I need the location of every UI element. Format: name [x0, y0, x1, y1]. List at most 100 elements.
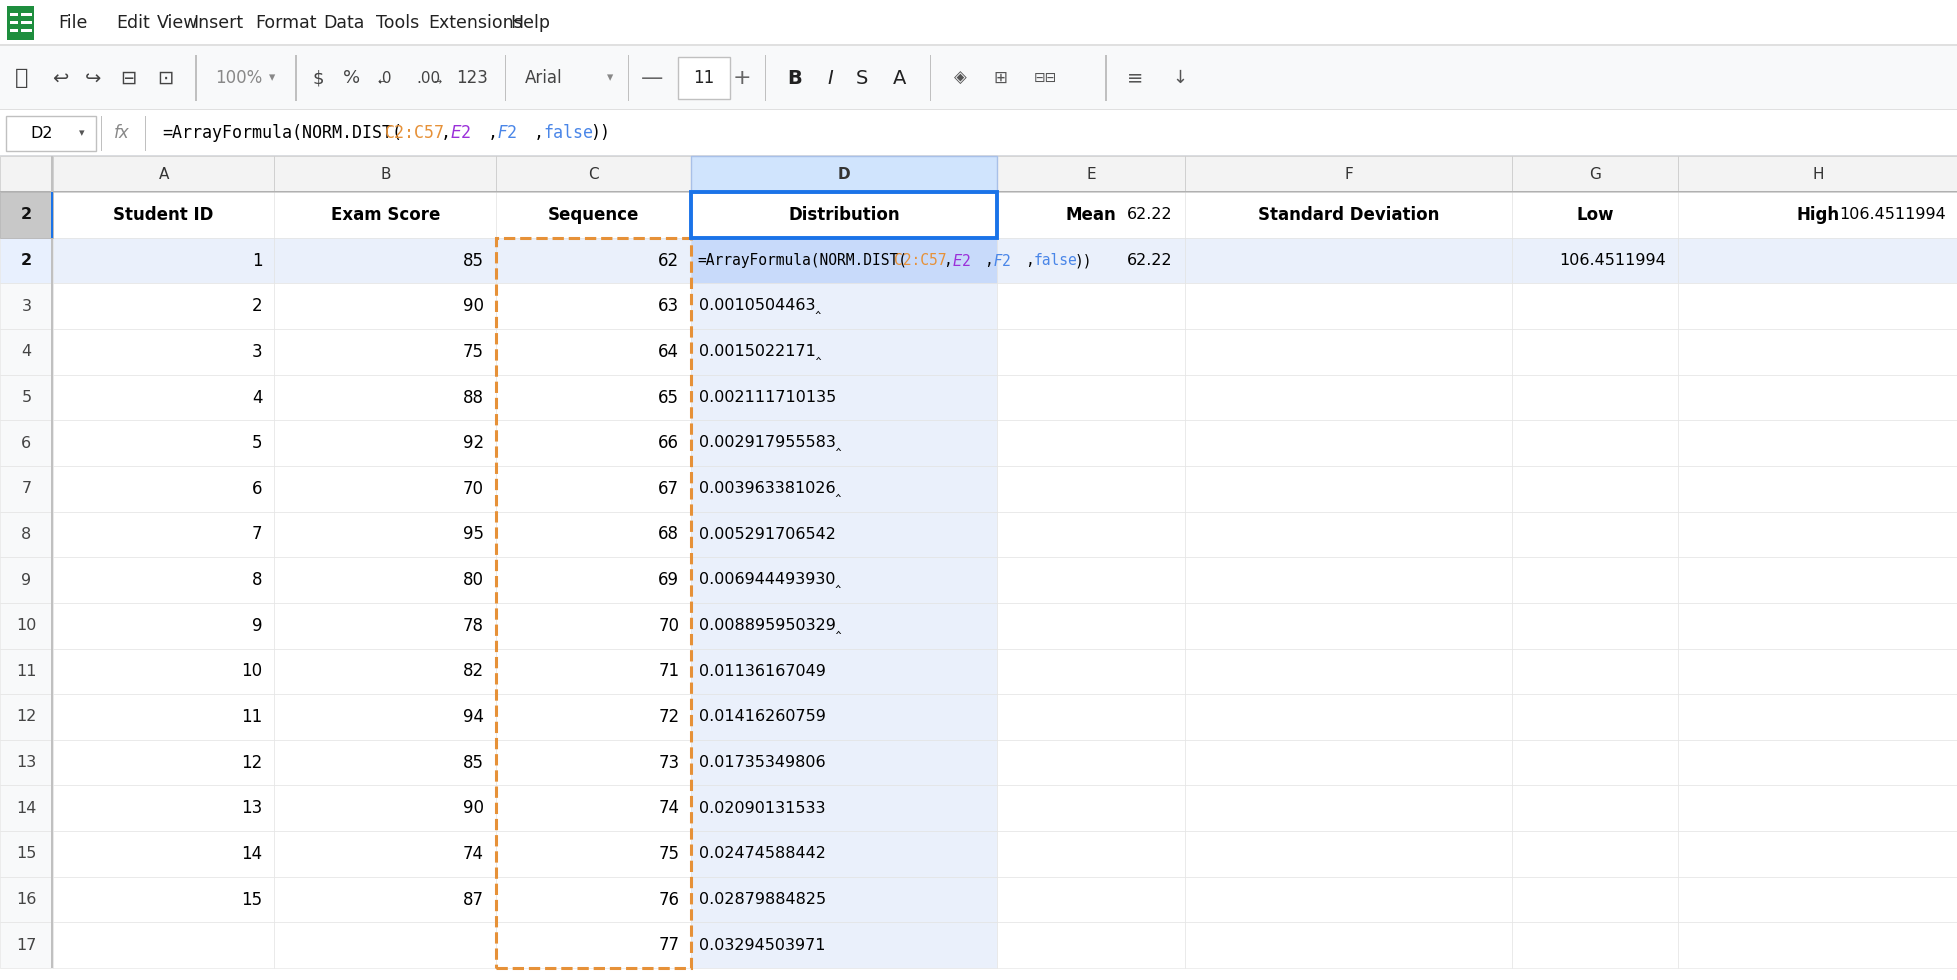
Bar: [53, 877, 274, 922]
Text: 3: 3: [252, 343, 262, 361]
Bar: [1677, 156, 1957, 192]
Bar: [51, 192, 53, 238]
Text: 12: 12: [16, 710, 37, 724]
Text: 13: 13: [241, 800, 262, 817]
Text: ⊟: ⊟: [119, 69, 137, 87]
Text: Arial: Arial: [524, 69, 562, 87]
Bar: [53, 420, 274, 466]
Text: 69: 69: [658, 571, 679, 589]
Bar: [53, 831, 274, 877]
Bar: [1184, 192, 1511, 238]
Text: 17: 17: [16, 938, 37, 953]
Text: false: false: [1033, 253, 1076, 269]
Bar: [1511, 831, 1677, 877]
Text: 65: 65: [658, 388, 679, 407]
Text: $E$2: $E$2: [450, 124, 472, 142]
Bar: [1677, 420, 1957, 466]
Text: 0.01136167049: 0.01136167049: [699, 663, 826, 679]
Text: 0.02090131533: 0.02090131533: [699, 801, 826, 815]
Bar: [691, 329, 996, 374]
Bar: [1677, 558, 1957, 603]
Bar: [0, 831, 53, 877]
Bar: [274, 192, 495, 238]
Bar: [1184, 877, 1511, 922]
Bar: [1184, 420, 1511, 466]
Bar: [53, 558, 274, 603]
Bar: [495, 922, 691, 968]
Bar: [495, 420, 691, 466]
Bar: [1511, 877, 1677, 922]
Text: 0.01416260759: 0.01416260759: [699, 710, 826, 724]
Bar: [996, 512, 1184, 558]
Text: Exam Score: Exam Score: [331, 206, 440, 224]
Bar: [691, 694, 996, 740]
Text: ←: ←: [378, 77, 386, 87]
Bar: [495, 329, 691, 374]
Text: C2:C57: C2:C57: [894, 253, 945, 269]
Text: 100%: 100%: [215, 69, 262, 87]
Text: 12: 12: [241, 754, 262, 771]
Text: B: B: [380, 167, 389, 181]
Text: =ArrayFormula(NORM.DIST(: =ArrayFormula(NORM.DIST(: [162, 124, 401, 142]
Text: ▾: ▾: [78, 128, 84, 138]
Bar: [495, 558, 691, 603]
Text: 0.003963381026‸: 0.003963381026‸: [699, 481, 842, 497]
Text: G: G: [1589, 167, 1601, 181]
Text: 2: 2: [22, 253, 31, 269]
Bar: [274, 329, 495, 374]
Bar: [1511, 785, 1677, 831]
Text: 88: 88: [464, 388, 483, 407]
Text: Standard Deviation: Standard Deviation: [1256, 206, 1438, 224]
Bar: [53, 694, 274, 740]
Text: 0.005291706542: 0.005291706542: [699, 527, 836, 542]
Bar: [691, 192, 996, 238]
Text: +: +: [732, 68, 751, 88]
Text: ▾: ▾: [268, 72, 276, 84]
Text: ↓: ↓: [1172, 69, 1188, 87]
Text: ▾: ▾: [607, 72, 613, 84]
Bar: [22, 21, 31, 24]
Bar: [677, 57, 730, 99]
Text: 67: 67: [658, 480, 679, 498]
Bar: [691, 877, 996, 922]
Text: ↪: ↪: [84, 69, 102, 87]
Bar: [1677, 922, 1957, 968]
Bar: [53, 740, 274, 785]
Bar: [274, 558, 495, 603]
Bar: [495, 192, 691, 238]
Bar: [1511, 558, 1677, 603]
Text: 90: 90: [464, 800, 483, 817]
Bar: [1677, 785, 1957, 831]
Text: 0.002111710135: 0.002111710135: [699, 390, 836, 405]
Text: Sequence: Sequence: [548, 206, 640, 224]
Bar: [22, 13, 31, 16]
Text: 106.4511994: 106.4511994: [1838, 208, 1945, 222]
Bar: [1677, 831, 1957, 877]
Text: D2: D2: [29, 125, 53, 141]
Bar: [274, 283, 495, 329]
Text: false: false: [542, 124, 593, 142]
Text: ⊡: ⊡: [157, 69, 172, 87]
Bar: [691, 603, 996, 649]
Bar: [691, 558, 996, 603]
Bar: [10, 29, 18, 32]
Bar: [996, 694, 1184, 740]
Bar: [691, 156, 996, 159]
Bar: [0, 238, 53, 283]
Text: 92: 92: [462, 434, 483, 452]
Bar: [0, 156, 1957, 192]
Bar: [1184, 374, 1511, 420]
Bar: [274, 740, 495, 785]
Text: D: D: [838, 167, 849, 181]
Bar: [691, 649, 996, 694]
Bar: [1511, 329, 1677, 374]
Text: 8: 8: [252, 571, 262, 589]
Text: )): )): [1074, 253, 1092, 269]
Bar: [0, 420, 53, 466]
Text: 71: 71: [658, 662, 679, 680]
Bar: [53, 329, 274, 374]
Text: 62.22: 62.22: [1127, 253, 1172, 269]
Text: 62: 62: [658, 252, 679, 270]
Text: 5: 5: [22, 390, 31, 405]
Text: 15: 15: [241, 891, 262, 908]
